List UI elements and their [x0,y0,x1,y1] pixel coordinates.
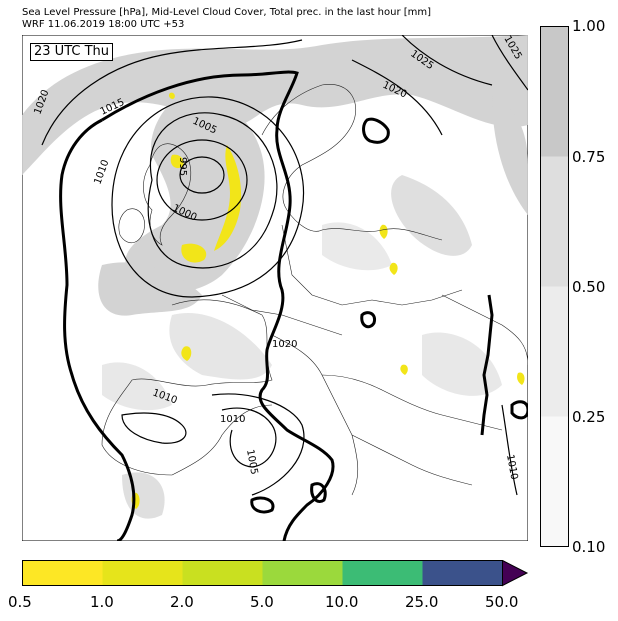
precip-tick: 0.5 [8,593,32,611]
precip-tick: 5.0 [250,593,274,611]
precip-tick: 10.0 [325,593,359,611]
cloud-legend-band [540,26,569,157]
cloud-tick: 1.00 [572,17,606,35]
precip-legend [22,560,532,590]
weather-map: 1020 1015 1010 1005 995 1000 1025 1020 1… [22,35,528,541]
isobar-label: 1005 [244,449,259,476]
precip-legend-band [342,560,423,586]
precip-legend-band [22,560,103,586]
valid-time-label: 23 UTC Thu [30,43,113,61]
precip-legend-band [262,560,343,586]
precip-tick: 2.0 [170,593,194,611]
isobars [41,35,528,496]
isobar-label: 1010 [220,414,245,425]
precip-tick: 25.0 [405,593,439,611]
coastlines [101,84,528,496]
cloud-legend-band [540,416,569,547]
cloud-tick: 0.25 [572,408,606,426]
cloud-tick: 0.50 [572,278,606,296]
map-title: Sea Level Pressure [hPa], Mid-Level Clou… [22,7,431,31]
precip-layer [131,92,525,509]
precip-legend-band [102,560,183,586]
cloud-tick: 0.10 [572,538,606,556]
title-line-1: Sea Level Pressure [hPa], Mid-Level Clou… [22,7,432,18]
cloud-legend-band [540,156,569,287]
isobar-label: 1020 [272,339,297,350]
precip-tick: 50.0 [485,593,519,611]
isobar-label: 1010 [504,454,519,481]
precip-legend-band [182,560,263,586]
cloud-cover-legend [540,26,570,548]
precip-tick: 1.0 [90,593,114,611]
precip-legend-extend-arrow [502,560,529,587]
cloud-tick: 0.75 [572,148,606,166]
isobar-label: 995 [177,157,188,176]
title-line-2: WRF 11.06.2019 18:00 UTC +53 [22,19,185,30]
cloud-legend-band [540,286,569,417]
precip-legend-band [422,560,503,586]
